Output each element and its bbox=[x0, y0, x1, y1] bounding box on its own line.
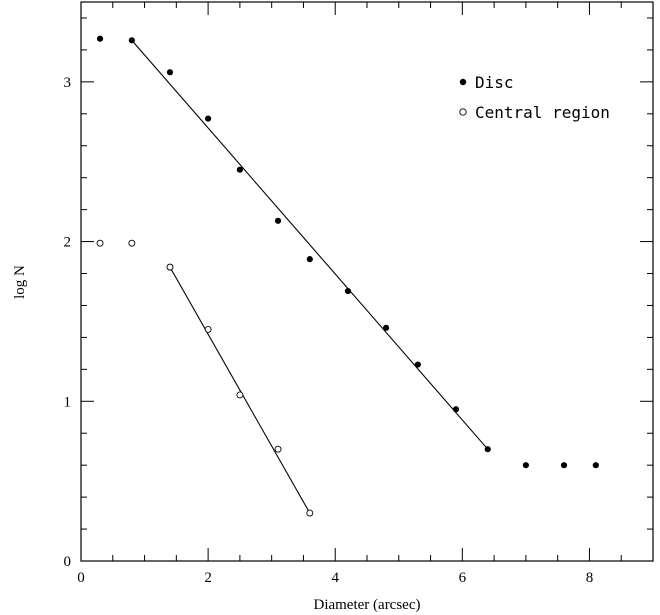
x-axis-label: Diameter (arcsec) bbox=[313, 597, 420, 613]
data-point-central-region bbox=[306, 509, 314, 517]
y-tick-label: 2 bbox=[64, 235, 72, 251]
axis-ticks bbox=[80, 2, 654, 562]
x-tick-label: 6 bbox=[459, 570, 467, 586]
data-points bbox=[96, 35, 599, 517]
data-point-disc bbox=[522, 462, 529, 469]
x-tick-label: 8 bbox=[586, 570, 594, 586]
plot-frame bbox=[80, 1, 654, 562]
y-tick-label: 3 bbox=[64, 75, 72, 91]
data-point-disc bbox=[166, 69, 174, 76]
x-tick-label: 4 bbox=[331, 570, 339, 586]
data-point-disc bbox=[274, 217, 282, 224]
fit-line-central-region bbox=[169, 266, 311, 514]
data-point-disc bbox=[592, 462, 599, 469]
data-point-disc bbox=[484, 446, 491, 453]
legend-marker-central-region bbox=[459, 108, 467, 116]
legend-label-central-region: Central region bbox=[475, 103, 610, 122]
data-point-central-region bbox=[96, 239, 104, 247]
fit-lines bbox=[131, 39, 489, 514]
data-point-disc bbox=[382, 324, 390, 331]
y-axis-label: log N bbox=[12, 265, 28, 299]
data-point-disc bbox=[560, 462, 568, 469]
data-point-disc bbox=[96, 35, 104, 42]
axis-tick-labels: 0 2 4 6 8 0 1 2 3 bbox=[64, 75, 594, 586]
data-point-disc bbox=[344, 287, 352, 295]
x-tick-label: 2 bbox=[204, 570, 212, 586]
data-point-central-region bbox=[128, 239, 136, 247]
data-point-disc bbox=[452, 406, 460, 413]
data-point-disc bbox=[306, 256, 313, 263]
data-point-disc bbox=[236, 166, 243, 173]
x-tick-label: 0 bbox=[77, 570, 85, 586]
data-point-disc bbox=[205, 115, 212, 122]
data-point-central-region bbox=[166, 263, 174, 271]
data-point-disc bbox=[128, 37, 135, 44]
data-point-central-region bbox=[204, 325, 212, 333]
y-tick-label: 0 bbox=[64, 554, 72, 570]
data-point-disc bbox=[414, 361, 421, 368]
fit-line-disc bbox=[131, 39, 489, 450]
legend-label-disc: Disc bbox=[475, 73, 514, 92]
legend: Disc Central region bbox=[459, 73, 610, 122]
data-point-central-region bbox=[236, 391, 244, 399]
y-tick-label: 1 bbox=[64, 394, 72, 410]
legend-marker-disc bbox=[459, 78, 467, 86]
data-point-central-region bbox=[274, 445, 282, 453]
